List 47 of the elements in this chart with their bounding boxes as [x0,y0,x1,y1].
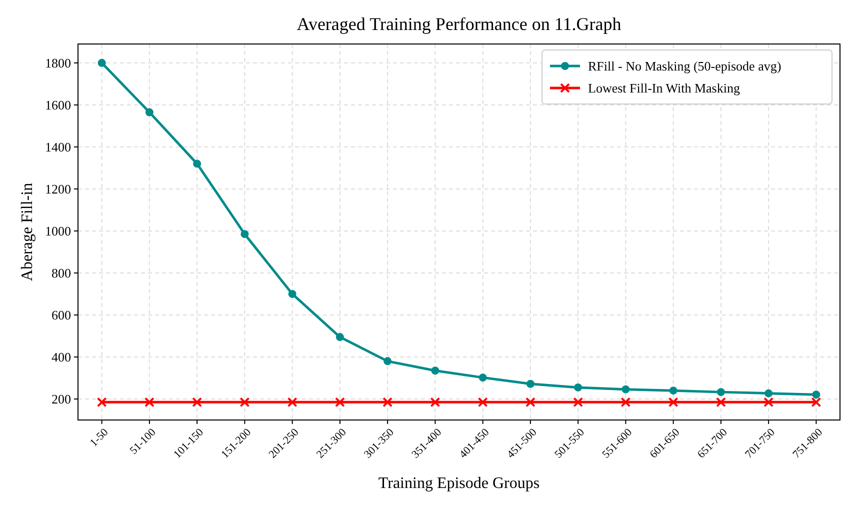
point [192,397,202,408]
x-axis-title: Training Episode Groups [378,475,540,492]
y-tick-label: 400 [52,350,71,365]
chart-title: Averaged Training Performance on 11.Graph [296,14,622,34]
y-tick-label: 1000 [45,224,71,238]
point [620,397,631,408]
point [811,397,822,408]
point [573,397,584,408]
point [145,108,154,116]
point [622,385,630,394]
point [334,397,345,408]
y-axis-title: Aberage Fill-in [19,182,36,282]
point [669,386,678,395]
point [478,397,488,408]
point [96,397,107,408]
point [430,397,440,408]
point [812,390,820,399]
point [431,366,440,375]
y-tick-label: 1800 [45,55,71,70]
x-tick-label: 1-50 [88,426,112,450]
point [288,290,296,298]
point [384,357,392,366]
point [526,380,534,388]
point [382,397,393,408]
y-tick-label: 1400 [45,139,71,154]
point [240,397,250,408]
y-tick-label: 600 [52,308,71,323]
point [525,397,536,408]
legend-label: Lowest Fill-In With Masking [588,80,740,96]
point [240,230,249,238]
y-tick-label: 800 [52,266,71,281]
point [764,389,773,398]
point [287,397,298,408]
y-tick-label: 200 [52,392,71,407]
point [193,160,202,168]
point [574,383,582,392]
point [668,397,678,408]
y-tick-label: 1600 [45,97,71,112]
point [716,388,725,396]
point [144,397,154,408]
y-tick-label: 1200 [45,181,71,196]
legend-label: RFill - No Masking (50-episode avg) [588,58,782,74]
point [336,333,344,342]
point [478,374,487,382]
point [98,58,106,67]
point [764,397,774,408]
point [716,397,726,408]
